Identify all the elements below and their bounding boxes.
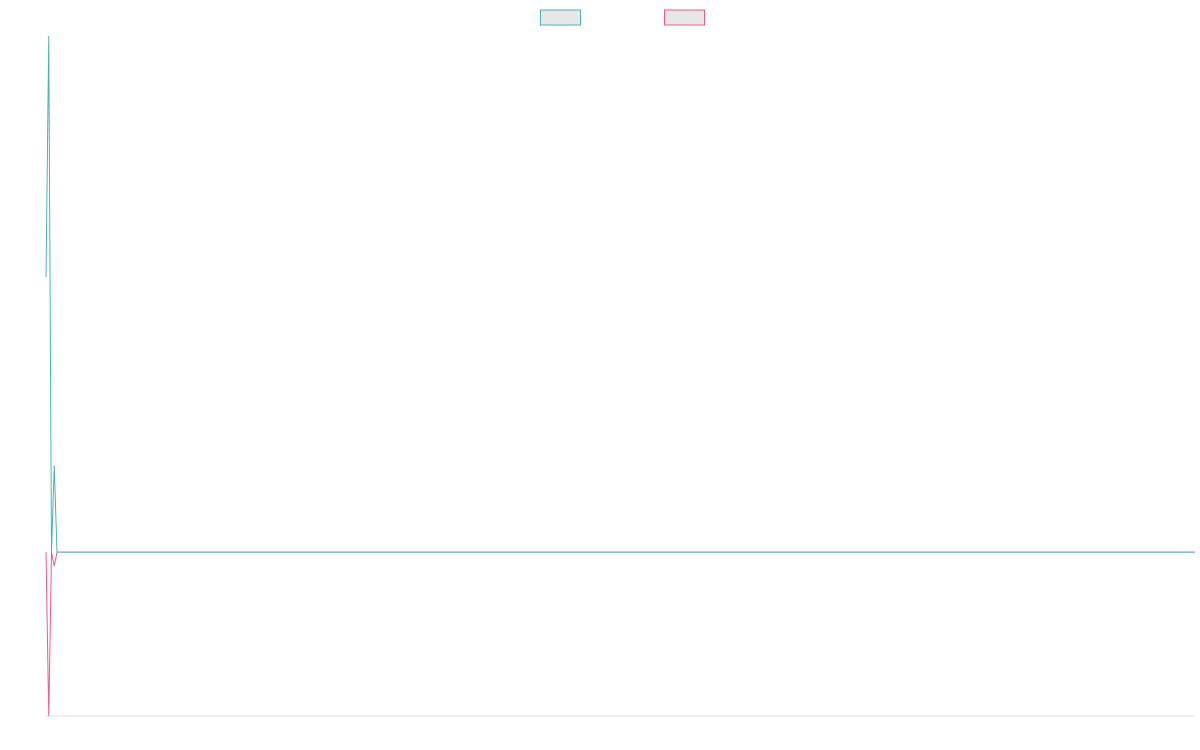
series-line	[45, 551, 1195, 717]
legend-swatch	[540, 9, 581, 26]
legend-swatch	[664, 9, 705, 26]
series-line	[45, 35, 1195, 553]
